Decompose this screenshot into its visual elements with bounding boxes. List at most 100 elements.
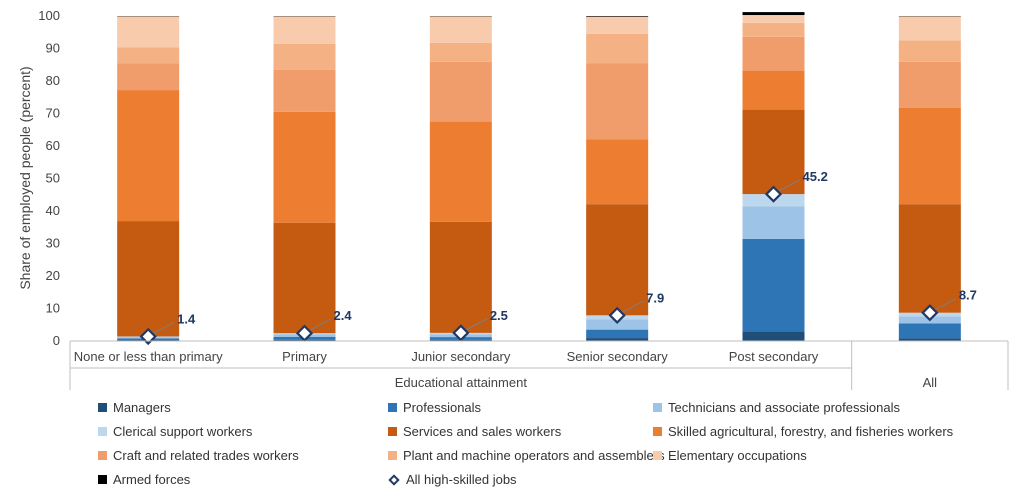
high-skilled-marker (295, 324, 314, 342)
bar-segment (429, 42, 492, 62)
bar-segment (117, 16, 180, 48)
bar-segment (586, 338, 649, 341)
legend-label: Clerical support workers (113, 424, 253, 439)
bar-segment (898, 204, 961, 313)
bar-segment (273, 16, 336, 44)
data-label: 1.4 (177, 311, 196, 326)
bar-segment (429, 221, 492, 333)
bar-segment (898, 323, 961, 339)
legend-label: All high-skilled jobs (406, 472, 517, 487)
bar-segment (586, 63, 649, 140)
stacked-bar-chart: 0 10 20 30 40 50 60 70 80 90 100 Share of employed… (17, 8, 1009, 390)
data-label: 45.2 (803, 169, 828, 184)
y-tick-label: 70 (46, 106, 60, 121)
bar-segment (429, 121, 492, 222)
y-tick-label: 80 (46, 73, 60, 88)
legend-swatch (98, 403, 107, 412)
category-label: None or less than primary (74, 349, 223, 364)
bar-segment (586, 329, 649, 339)
group-label: Educational attainment (395, 375, 528, 390)
high-skilled-marker (452, 324, 470, 342)
y-axis-label: Share of employed people (percent) (17, 66, 33, 289)
bar-segment (273, 43, 336, 70)
bar-segment (898, 40, 961, 62)
high-skilled-markers: 1.4 2.4 2.5 7.9 45.2 8.7 (139, 169, 977, 346)
legend-swatch (653, 451, 662, 460)
y-tick-label: 60 (46, 138, 60, 153)
legend-item: Technicians and associate professionals (653, 400, 900, 415)
y-tick-label: 50 (46, 171, 60, 186)
bar-segment (273, 111, 336, 223)
bar-segment (429, 16, 492, 43)
x-axis: None or less than primary Primary Junior s… (69, 340, 1009, 390)
bar-segment (742, 12, 805, 16)
bar-segment (898, 338, 961, 341)
y-tick-label: 0 (53, 333, 60, 348)
bar-segment (742, 36, 805, 71)
legend-swatch (653, 403, 662, 412)
legend-item: Craft and related trades workers (98, 448, 299, 463)
bar-segment (117, 90, 180, 222)
legend-label: Plant and machine operators and assemble… (403, 448, 665, 463)
y-axis-ticks: 0 10 20 30 40 50 60 70 80 90 100 (38, 8, 60, 348)
high-skilled-marker (139, 327, 157, 346)
y-tick-label: 20 (46, 268, 60, 283)
bar-segment (117, 63, 180, 91)
legend-swatch (98, 427, 107, 436)
data-label: 2.5 (490, 308, 508, 323)
bar-segment (586, 33, 649, 64)
bar-segment (742, 22, 805, 37)
legend-item: Professionals (388, 400, 481, 415)
diamond-icon (388, 473, 400, 486)
category-label: Primary (282, 349, 327, 364)
y-tick-label: 90 (46, 41, 60, 56)
label-leader-line (465, 318, 488, 331)
label-leader-line (778, 179, 800, 192)
data-label: 7.9 (646, 290, 664, 305)
bar-segment (742, 109, 805, 195)
category-label: Senior secondary (567, 349, 669, 364)
bar-segment (742, 15, 805, 23)
y-tick-label: 10 (46, 301, 60, 316)
y-tick-label: 30 (46, 236, 60, 251)
label-leader-line (934, 298, 957, 311)
bar-segment (586, 319, 649, 330)
legend-swatch (388, 451, 397, 460)
high-skilled-marker (921, 304, 939, 322)
group-label: All (923, 375, 938, 390)
bar-segment (273, 69, 336, 112)
legend-label: Armed forces (113, 472, 191, 487)
legend-item: Elementary occupations (653, 448, 807, 463)
label-leader-line (152, 322, 175, 334)
legend-label: Professionals (403, 400, 482, 415)
bar-segment (117, 47, 180, 64)
legend-swatch (98, 475, 107, 484)
bar-segment (586, 16, 649, 34)
legend-item: Skilled agricultural, forestry, and fish… (653, 424, 953, 439)
bar-segment (742, 70, 805, 110)
legend-label: Craft and related trades workers (113, 448, 299, 463)
high-skilled-marker (608, 306, 626, 324)
y-tick-label: 40 (46, 203, 60, 218)
legend-label: Managers (113, 400, 171, 415)
legend-label: Skilled agricultural, forestry, and fish… (668, 424, 954, 439)
category-label: Junior secondary (411, 349, 510, 364)
legend-swatch (388, 403, 397, 412)
bar-segment (586, 204, 649, 316)
bar-segment (898, 16, 961, 41)
legend-item: Armed forces (98, 472, 190, 487)
legend-swatch (98, 451, 107, 460)
bar-segment (586, 139, 649, 205)
label-leader-line (309, 318, 331, 331)
legend-item: Managers (98, 400, 171, 415)
bar-segment (273, 222, 336, 334)
y-tick-label: 100 (38, 8, 60, 23)
bar-segment (742, 331, 805, 341)
data-label: 8.7 (959, 288, 977, 303)
legend-item: Clerical support workers (98, 424, 252, 439)
high-skilled-marker (764, 185, 783, 203)
legend-item: Plant and machine operators and assemble… (388, 448, 665, 463)
bar-segment (586, 16, 649, 17)
bar-segment (742, 238, 805, 332)
data-label: 2.4 (334, 308, 353, 323)
